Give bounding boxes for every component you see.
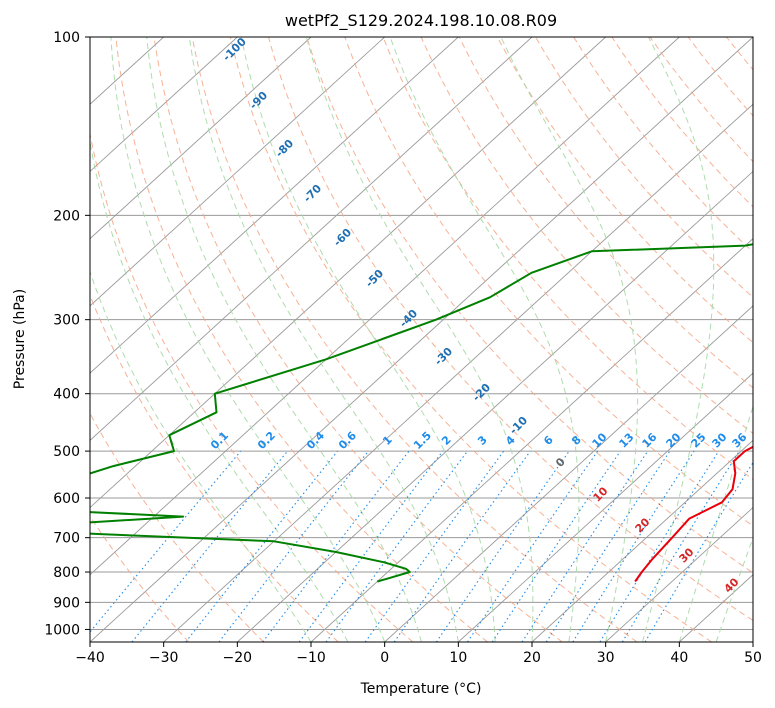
isotherm-line bbox=[237, 170, 753, 642]
moist-adiabat-line bbox=[715, 536, 753, 642]
mixing-ratio-line bbox=[621, 450, 740, 642]
isotherm-line bbox=[90, 37, 753, 642]
y-tick-label: 100 bbox=[53, 30, 80, 46]
isotherm-line bbox=[90, 37, 312, 240]
isotherm-line bbox=[90, 37, 238, 173]
y-tick-label: 500 bbox=[53, 444, 80, 460]
y-axis-ticks: 100 200 300 400 500 600 700 800 900 1000 bbox=[44, 30, 90, 638]
y-tick-label: 200 bbox=[53, 208, 80, 224]
dry-adiabat-line bbox=[344, 37, 753, 527]
moist-adiabat-line bbox=[678, 404, 753, 642]
x-tick-label: 50 bbox=[744, 650, 762, 666]
moist-adiabat-line bbox=[90, 139, 349, 642]
mixing-ratio-line bbox=[435, 450, 570, 642]
y-tick-label: 700 bbox=[53, 531, 80, 547]
mixing-ratio-line bbox=[572, 450, 695, 642]
moist-adiabat-line bbox=[642, 37, 715, 642]
mixing-ratio-line bbox=[393, 450, 531, 642]
dry-adiabat-line bbox=[90, 293, 339, 642]
x-axis-ticks: −40 −30 −20 −10 0 10 20 30 40 50 bbox=[75, 642, 762, 666]
dry-adiabat-line bbox=[90, 131, 414, 642]
isotherm-line bbox=[90, 37, 606, 509]
isotherm-line bbox=[531, 439, 753, 642]
mixing-ratio-lines bbox=[90, 450, 753, 642]
mixing-ratio-line bbox=[262, 450, 410, 642]
y-tick-label: 1000 bbox=[44, 622, 80, 638]
isotherm-line bbox=[90, 37, 385, 307]
isotherm-line bbox=[90, 37, 680, 576]
mixing-ratio-line bbox=[467, 450, 599, 642]
dry-adiabat-line bbox=[649, 37, 753, 163]
moist-adiabat-line bbox=[500, 37, 639, 642]
moist-adiabat-line bbox=[305, 37, 534, 642]
y-tick-label: 300 bbox=[53, 313, 80, 329]
x-tick-label: −40 bbox=[75, 650, 105, 666]
y-tick-label: 400 bbox=[53, 387, 80, 403]
isotherm-line bbox=[90, 37, 459, 374]
chart-title: wetPf2_S129.2024.198.10.08.R09 bbox=[285, 11, 557, 31]
x-tick-label: −30 bbox=[149, 650, 179, 666]
moist-adiabat-line bbox=[188, 37, 459, 642]
mixing-ratio-line bbox=[521, 450, 649, 642]
x-tick-label: 40 bbox=[670, 650, 688, 666]
x-tick-label: 20 bbox=[523, 650, 541, 666]
dry-adiabats bbox=[90, 37, 753, 642]
mixing-ratio-line bbox=[131, 450, 289, 642]
dry-adiabat-line bbox=[115, 37, 488, 642]
x-tick-label: −10 bbox=[296, 650, 326, 666]
dry-adiabat-line bbox=[382, 37, 753, 481]
dry-adiabat-line bbox=[573, 37, 753, 253]
mixing-ratio-line bbox=[545, 450, 671, 642]
dry-adiabat-line bbox=[229, 37, 712, 642]
dry-adiabat-line bbox=[420, 37, 753, 435]
y-tick-label: 800 bbox=[53, 565, 80, 581]
isotherm-line bbox=[384, 305, 753, 642]
mixing-ratio-line bbox=[185, 450, 339, 642]
plot-frame bbox=[89, 36, 754, 643]
mixing-ratio-line bbox=[599, 450, 720, 642]
moist-adiabat-line bbox=[146, 37, 422, 642]
temperature-line bbox=[634, 445, 753, 583]
dry-adiabat-line bbox=[496, 37, 753, 344]
dry-adiabat-line bbox=[153, 37, 563, 642]
x-tick-label: 0 bbox=[380, 650, 389, 666]
moist-adiabat-line bbox=[90, 270, 312, 642]
x-tick-label: 10 bbox=[449, 650, 467, 666]
y-axis-label: Pressure (hPa) bbox=[12, 289, 28, 389]
isotherm-line bbox=[458, 372, 753, 642]
dry-adiabat-line bbox=[306, 37, 753, 574]
isotherm-line bbox=[605, 506, 753, 642]
moist-adiabat-line bbox=[110, 37, 386, 642]
profile-series bbox=[90, 243, 753, 583]
isotherm-line bbox=[90, 37, 533, 441]
isotherm-line bbox=[310, 238, 753, 642]
dry-adiabat-line bbox=[90, 412, 264, 642]
isotherm-grid bbox=[90, 37, 753, 642]
moist-adiabat-line bbox=[240, 37, 496, 642]
dewpoint-line bbox=[90, 243, 753, 583]
x-tick-label: 30 bbox=[597, 650, 615, 666]
dry-adiabat-line bbox=[268, 37, 753, 622]
dry-adiabat-line bbox=[458, 37, 753, 389]
mixing-ratio-line bbox=[491, 450, 621, 642]
x-axis-label: Temperature (°C) bbox=[360, 681, 482, 697]
dry-adiabat-line bbox=[191, 37, 638, 642]
y-tick-label: 900 bbox=[53, 595, 80, 611]
x-tick-label: −20 bbox=[223, 650, 253, 666]
y-tick-label: 600 bbox=[53, 491, 80, 507]
mixing-ratio-line bbox=[644, 461, 753, 642]
